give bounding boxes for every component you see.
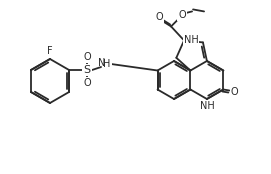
Text: H: H bbox=[103, 59, 111, 69]
Text: O: O bbox=[155, 12, 163, 22]
Text: O: O bbox=[83, 78, 91, 88]
Text: F: F bbox=[47, 46, 53, 56]
Text: NH: NH bbox=[199, 101, 214, 111]
Text: N: N bbox=[98, 58, 106, 68]
Text: O: O bbox=[178, 10, 186, 20]
Text: S: S bbox=[83, 65, 91, 75]
Text: O: O bbox=[231, 86, 238, 97]
Text: NH: NH bbox=[184, 35, 198, 45]
Text: O: O bbox=[83, 52, 91, 62]
